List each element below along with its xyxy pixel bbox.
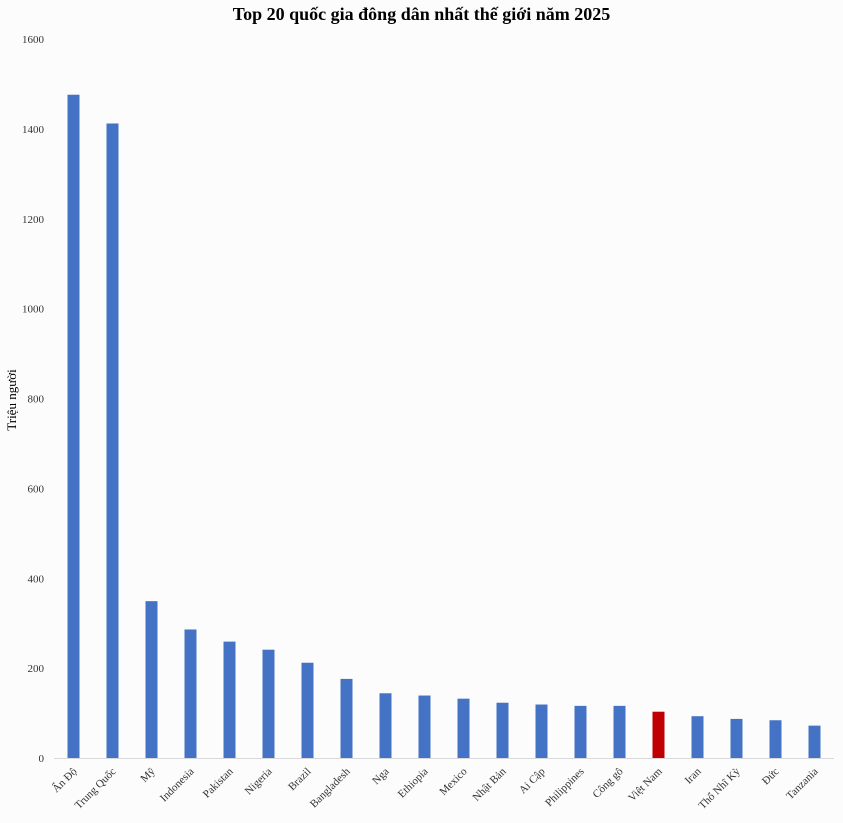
bar	[262, 649, 275, 758]
y-tick-label: 1200	[22, 214, 45, 226]
x-tick-label: Nga	[370, 766, 392, 788]
bar	[691, 716, 704, 758]
bar	[340, 678, 353, 758]
y-tick-label: 1600	[22, 34, 45, 46]
x-tick-label: Ethiopia	[396, 766, 431, 801]
x-tick-label: Tanzania	[784, 766, 821, 803]
bar	[496, 702, 509, 758]
bar-highlighted	[652, 711, 665, 758]
y-tick-label: 0	[39, 753, 45, 765]
bar	[808, 725, 821, 758]
bar	[613, 705, 626, 758]
bar	[67, 94, 80, 758]
x-tick-label: Mỹ	[138, 765, 158, 785]
x-tick-label: Việt Nam	[626, 765, 665, 804]
bar	[574, 705, 587, 758]
bar	[145, 601, 158, 758]
x-tick-label: Ai Cập	[517, 765, 548, 796]
y-tick-label: 400	[28, 573, 45, 585]
x-tick-label: Brazil	[286, 766, 313, 793]
bar	[223, 641, 236, 758]
bar	[106, 123, 119, 759]
x-tick-label: Indonesia	[158, 766, 197, 805]
x-tick-label: Trung Quốc	[73, 766, 119, 812]
bar	[457, 698, 470, 758]
x-tick-label: Nigeria	[243, 766, 275, 798]
bar	[730, 718, 743, 758]
bar	[535, 704, 548, 758]
x-tick-label: Mexico	[437, 765, 470, 798]
y-tick-label: 200	[28, 663, 45, 675]
chart-title: Top 20 quốc gia đông dân nhất thế giới n…	[232, 4, 611, 24]
y-tick-label: 1400	[22, 124, 45, 136]
x-tick-label: Ấn Độ	[49, 765, 80, 796]
y-tick-label: 1000	[22, 304, 45, 316]
bar	[769, 720, 782, 758]
x-tick-label: Công gô	[591, 765, 626, 800]
x-tick-label: Nhật Bản	[471, 765, 509, 803]
y-axis-label: Triệu người	[4, 369, 19, 431]
x-tick-label: Bangladesh	[308, 765, 353, 810]
bar	[418, 695, 431, 758]
x-tick-label: Pakistan	[201, 765, 236, 800]
x-tick-label: Thổ Nhĩ Kỳ	[697, 765, 743, 811]
y-tick-label: 800	[28, 394, 45, 406]
bar	[379, 693, 392, 758]
y-tick-label: 600	[28, 483, 45, 495]
bar	[184, 629, 197, 758]
x-tick-label: Đức	[760, 766, 782, 788]
bar	[301, 662, 314, 758]
x-tick-label: Iran	[683, 765, 704, 786]
x-tick-label: Philippines	[543, 766, 586, 809]
